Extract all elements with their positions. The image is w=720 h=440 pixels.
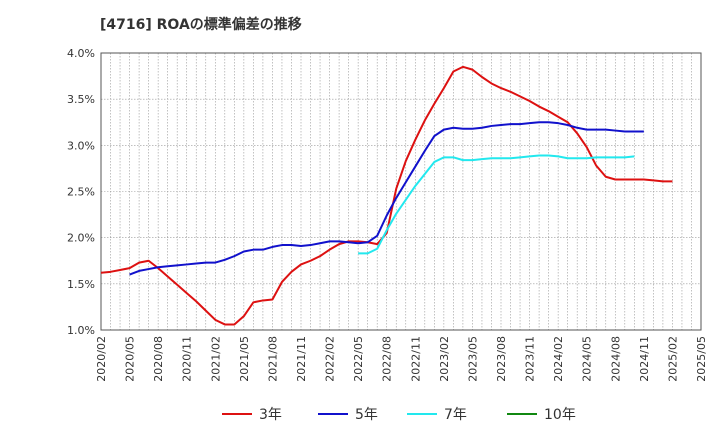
x-tick-label: 2022/08	[381, 336, 394, 382]
legend-label: 5年	[355, 407, 378, 423]
y-tick-label: 2.5%	[67, 186, 95, 199]
x-tick-label: 2022/05	[352, 336, 365, 382]
y-tick-label: 1.5%	[67, 278, 95, 291]
y-tick-label: 3.0%	[67, 139, 95, 152]
y-tick-label: 2.0%	[67, 232, 95, 245]
x-tick-label: 2021/02	[209, 336, 222, 382]
series-line	[100, 65, 673, 326]
plot-frame	[100, 52, 702, 331]
x-tick-label: 2023/05	[466, 336, 479, 382]
x-tick-label: 2022/02	[324, 336, 337, 382]
x-tick-label: 2023/11	[524, 336, 537, 382]
series-line	[358, 154, 635, 255]
x-tick-label: 2022/11	[409, 336, 422, 382]
x-tick-label: 2023/08	[495, 336, 508, 382]
x-tick-label: 2020/05	[124, 336, 137, 382]
x-tick-label: 2024/02	[552, 336, 565, 382]
x-tick-label: 2021/08	[266, 336, 279, 382]
chart-title: [4716] ROAの標準偏差の推移	[100, 17, 302, 33]
x-tick-label: 2020/02	[95, 336, 108, 382]
y-tick-label: 3.5%	[67, 93, 95, 106]
x-tick-label: 2021/11	[295, 336, 308, 382]
legend-label: 7年	[444, 407, 467, 423]
x-tick-label: 2025/05	[695, 336, 708, 382]
x-tick-label: 2023/02	[438, 336, 451, 382]
x-tick-label: 2020/08	[152, 336, 165, 382]
series-line	[129, 121, 644, 276]
x-tick-label: 2024/08	[609, 336, 622, 382]
x-tick-label: 2021/05	[238, 336, 251, 382]
legend-label: 10年	[544, 407, 576, 423]
x-tick-label: 2020/11	[181, 336, 194, 382]
y-tick-label: 1.0%	[67, 324, 95, 337]
x-tick-label: 2024/05	[581, 336, 594, 382]
y-tick-label: 4.0%	[67, 47, 95, 60]
x-tick-label: 2024/11	[638, 336, 651, 382]
x-tick-label: 2025/02	[666, 336, 679, 382]
legend-label: 3年	[259, 407, 282, 423]
